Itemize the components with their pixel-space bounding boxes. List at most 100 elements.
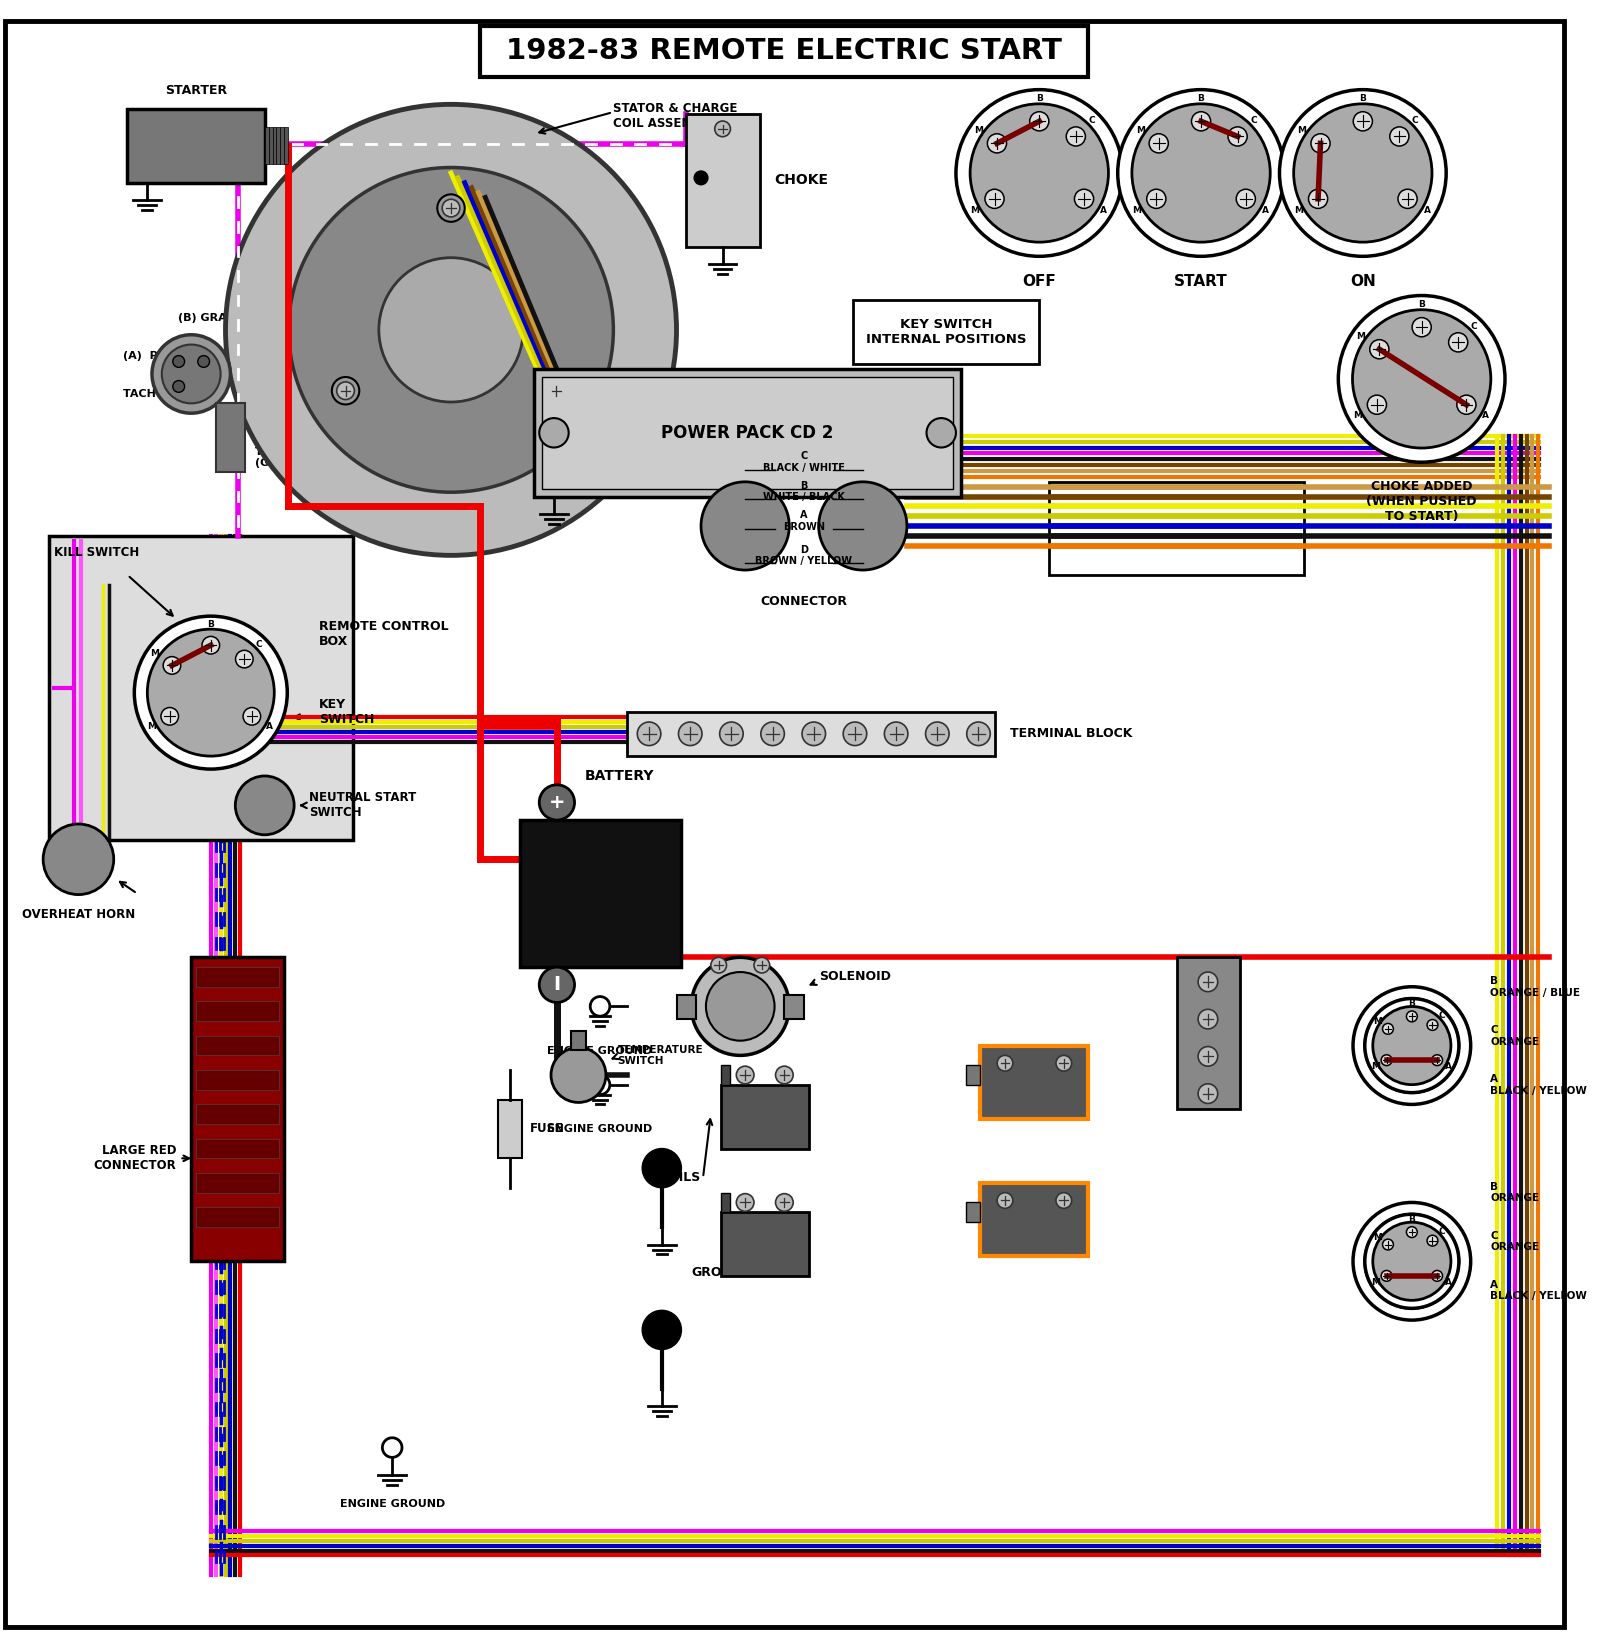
Circle shape [1237,190,1256,208]
Bar [784,995,803,1018]
Circle shape [1294,104,1432,242]
Circle shape [590,1074,610,1094]
Text: A: A [1101,206,1107,214]
Circle shape [1149,133,1168,153]
Circle shape [1192,112,1211,130]
Circle shape [1310,133,1330,153]
Circle shape [706,972,774,1040]
Bar [285,127,288,165]
Circle shape [590,997,610,1017]
Bar [269,127,272,165]
Circle shape [134,616,288,770]
Circle shape [736,1066,754,1084]
Circle shape [637,722,661,745]
Text: C: C [1438,1012,1445,1020]
Circle shape [1365,999,1459,1093]
Bar [197,1037,280,1055]
Text: A
BLACK / YELLOW: A BLACK / YELLOW [1490,1074,1587,1096]
Circle shape [843,722,867,745]
Bar [480,26,1088,77]
Circle shape [547,382,565,399]
Text: (A)  PURPLE: (A) PURPLE [123,351,197,361]
Circle shape [235,776,294,836]
Circle shape [152,335,230,414]
Circle shape [1198,972,1218,992]
Text: C: C [1411,115,1419,125]
Circle shape [550,1048,606,1103]
Circle shape [754,957,770,972]
Circle shape [1390,127,1410,147]
Bar [197,1173,280,1193]
Bar [197,1002,280,1022]
Circle shape [1056,1055,1072,1071]
Text: (B) GRAY: (B) GRAY [178,313,234,323]
Circle shape [1373,1007,1451,1084]
Circle shape [710,957,726,972]
Circle shape [1075,190,1094,208]
Circle shape [986,190,1005,208]
Circle shape [43,824,114,895]
Text: STATOR & CHARGE
COIL ASSEMBLY: STATOR & CHARGE COIL ASSEMBLY [613,102,738,130]
Circle shape [819,481,907,570]
Bar [720,1193,731,1213]
Text: STARTER: STARTER [165,84,227,97]
Circle shape [1056,1193,1072,1208]
Text: I: I [554,976,560,994]
Circle shape [1229,127,1246,147]
Circle shape [885,722,907,745]
Text: A: A [1262,206,1269,214]
Text: M: M [1371,1277,1381,1287]
Text: M: M [971,206,979,214]
Circle shape [147,630,274,756]
Text: ENGINE GROUND: ENGINE GROUND [547,1045,653,1056]
Bar [197,1208,280,1228]
Circle shape [539,419,568,448]
Text: C: C [1250,115,1258,125]
Text: M: M [1357,331,1365,341]
Text: SOLENOID: SOLENOID [819,971,891,984]
Circle shape [1381,1055,1392,1066]
Text: M: M [150,649,160,658]
Text: +: + [549,793,565,812]
Text: LARGE RED
CONNECTOR: LARGE RED CONNECTOR [94,1144,176,1172]
Text: KEY SWITCH
INTERNAL POSITIONS: KEY SWITCH INTERNAL POSITIONS [866,318,1026,346]
Circle shape [736,1193,754,1211]
Text: KILL SWITCH: KILL SWITCH [54,545,139,559]
Bar [50,536,354,840]
Circle shape [691,957,789,1055]
Text: M: M [1354,412,1362,420]
Circle shape [1131,104,1270,242]
Bar [197,967,280,987]
Bar [216,404,245,471]
Text: NEUTRAL START
SWITCH: NEUTRAL START SWITCH [309,791,416,819]
Bar [280,127,285,165]
Circle shape [1198,1046,1218,1066]
Circle shape [226,104,677,555]
Text: M: M [1294,206,1302,214]
Circle shape [437,194,464,222]
Bar [197,1139,280,1159]
Text: B: B [1035,94,1043,104]
Text: 1982-83 REMOTE ELECTRIC START: 1982-83 REMOTE ELECTRIC START [507,38,1062,66]
Text: TACH PLUG: TACH PLUG [123,389,192,399]
Circle shape [1398,190,1418,208]
Text: M: M [1371,1061,1381,1071]
Text: TEMPERATURE
SWITCH: TEMPERATURE SWITCH [618,1045,704,1066]
Text: M: M [1373,1017,1382,1027]
Text: KEY
SWITCH: KEY SWITCH [318,699,374,727]
Bar [571,1032,586,1050]
Text: START: START [1174,274,1227,288]
Bar [197,1104,280,1124]
Text: B: B [1408,999,1416,1009]
Circle shape [694,171,707,185]
Bar [853,300,1040,364]
Text: M: M [1136,125,1144,135]
Circle shape [1427,1020,1438,1030]
Text: D
BROWN / YELLOW: D BROWN / YELLOW [755,544,853,567]
Circle shape [1413,318,1432,336]
Text: C: C [1438,1228,1445,1236]
Circle shape [1370,339,1389,359]
Circle shape [970,104,1109,242]
Text: C
BLACK / WHITE: C BLACK / WHITE [763,452,845,473]
Circle shape [1280,89,1446,257]
